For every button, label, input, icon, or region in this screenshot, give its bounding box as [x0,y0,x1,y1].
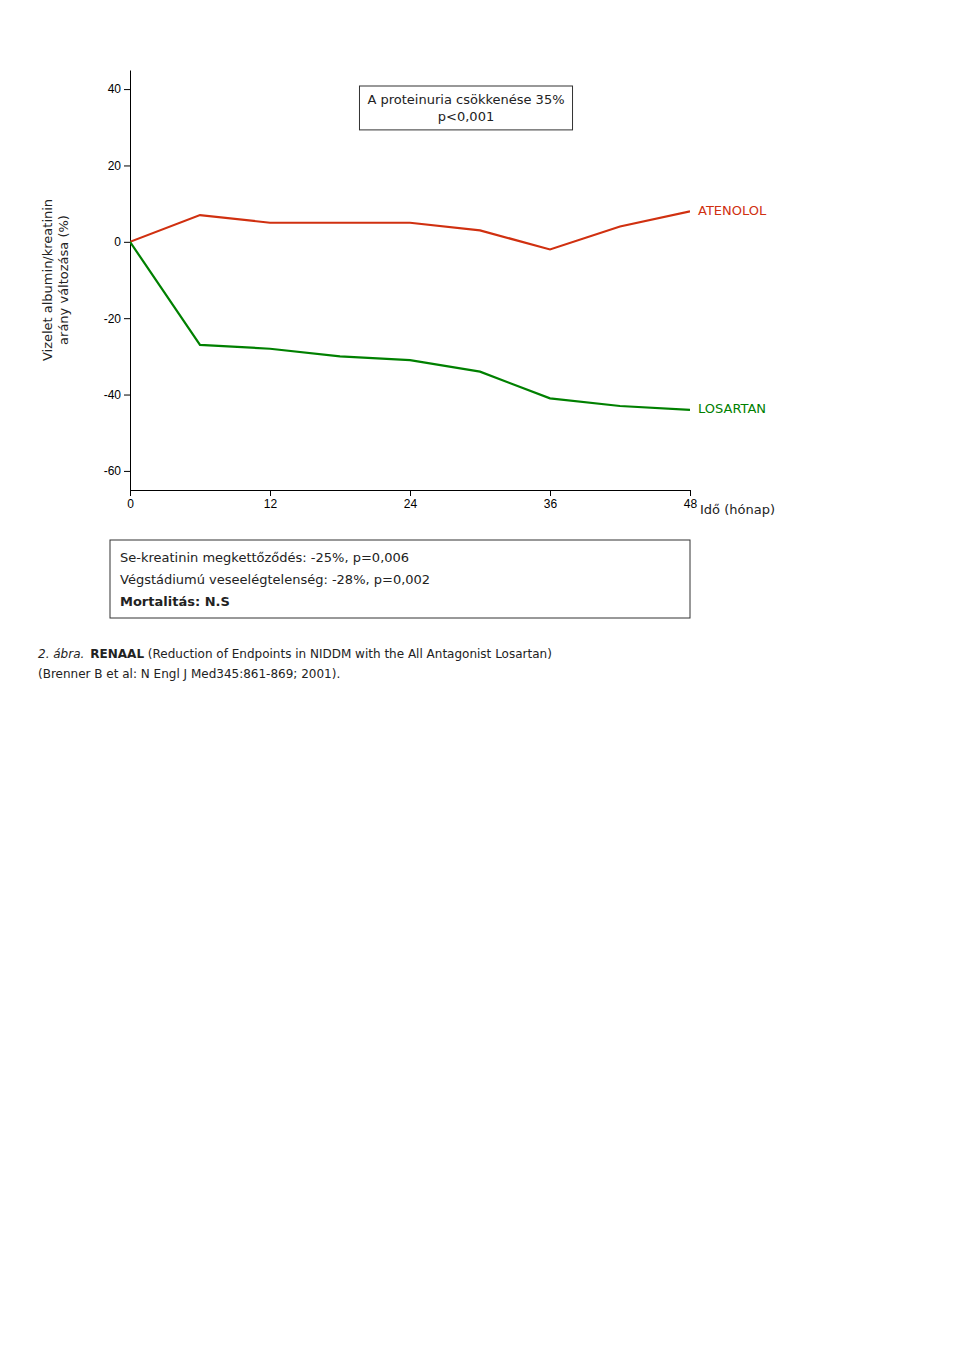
x-axis: 0 12 24 36 48 [127,490,697,511]
caption-part: RENAAL [90,647,144,661]
y-tick-mark [124,395,130,396]
x-tick: 36 [544,490,558,511]
y-tick-label: 0 [114,235,121,249]
y-tick-mark [124,89,130,90]
y-axis: -60 -40 -20 0 20 40 [104,71,131,491]
y-tick-mark [124,318,130,319]
y-tick: 0 [114,235,130,249]
y-axis-title-line: Vizelet albumin/kreatinin [40,199,55,361]
y-tick: 40 [108,82,130,96]
stats-line: Mortalitás: N.S [120,594,230,609]
y-tick: -40 [104,388,130,402]
annotation-box [359,86,572,130]
x-tick-label: 36 [544,497,558,511]
x-tick-mark [410,490,411,496]
x-tick-mark [690,490,691,496]
y-tick-label: -20 [104,312,122,326]
x-tick: 24 [404,490,418,511]
plot: 0 12 24 36 48 -60 -40 -20 0 20 40 Vizelet albumin/k… [40,71,775,518]
y-axis-title: Vizelet albumin/kreatininarány változása… [40,199,71,361]
stats: Se-kreatinin megkettőződés: -25%, p=0,00… [110,540,690,618]
x-tick-label: 0 [127,497,134,511]
y-tick-label: 40 [108,82,122,96]
y-tick: -60 [104,464,130,478]
annotation-line: p<0,001 [438,109,494,124]
series-label: LOSARTAN [698,401,766,416]
stats-line: Végstádiumú veseelégtelenség: -28%, p=0,… [120,572,430,587]
stats-box [110,540,690,618]
caption-part: 2. ábra. [38,647,84,661]
chart: 0 12 24 36 48 -60 -40 -20 0 20 40 Vizelet albumin/k… [0,0,960,1361]
annotation-line: A proteinuria csökkenése 35% [367,92,564,107]
caption: 2. ábra. RENAAL (Reduction of Endpoints i… [38,647,552,661]
annotation: A proteinuria csökkenése 35% p<0,001 [359,86,572,130]
x-tick-mark [270,490,271,496]
x-tick-mark [550,490,551,496]
series-line [130,242,690,410]
y-tick: 20 [108,159,130,173]
x-tick-label: 24 [404,497,418,511]
x-tick-label: 12 [264,497,278,511]
y-tick-label: -40 [104,388,122,402]
x-tick: 48 [684,490,698,511]
x-tick-mark [130,490,131,496]
annotation-text: A proteinuria csökkenése 35% p<0,001 [367,92,564,124]
y-tick-mark [124,242,130,243]
y-axis-line [130,71,131,491]
stats-line: Se-kreatinin megkettőződés: -25%, p=0,00… [120,550,409,565]
caption-part: (Reduction of Endpoints in NIDDM with th… [144,647,552,661]
series-line [130,211,690,249]
y-tick-mark [124,471,130,472]
x-tick-label: 48 [684,497,698,511]
y-tick-mark [124,165,130,166]
caption-line: (Brenner B et al: N Engl J Med345:861-86… [38,667,340,681]
x-axis-title: Idő (hónap) [700,502,775,517]
y-tick: -20 [104,312,130,326]
y-tick-label: -60 [104,464,122,478]
y-axis-title-line: arány változása (%) [56,215,71,345]
lines [130,211,690,410]
series-label: ATENOLOL [698,203,767,218]
x-tick: 12 [264,490,278,511]
y-tick-label: 20 [108,159,122,173]
x-tick: 0 [127,490,134,511]
